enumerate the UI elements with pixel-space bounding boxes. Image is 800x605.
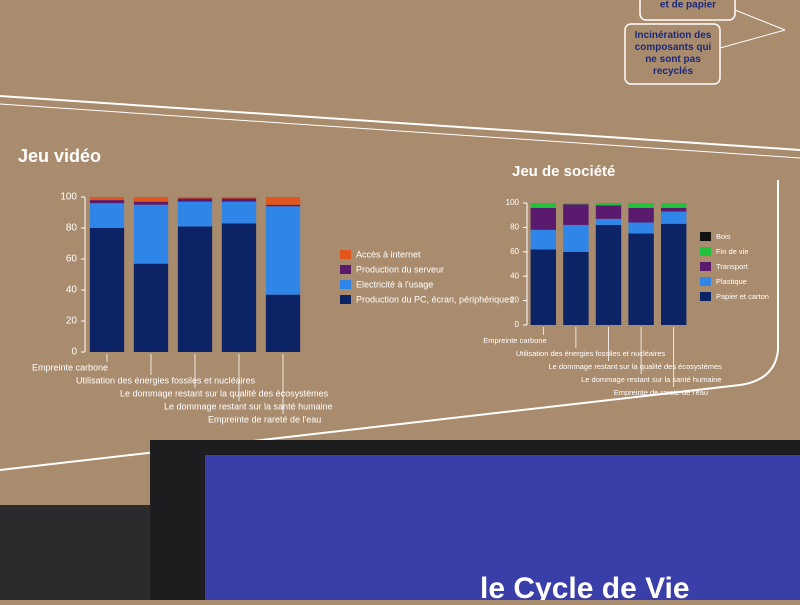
y-tick-label: 100 bbox=[60, 192, 77, 203]
bar-segment bbox=[177, 197, 213, 199]
border-line bbox=[0, 180, 779, 471]
y-tick-label: 0 bbox=[71, 347, 77, 358]
legend-label: Papier et carton bbox=[716, 292, 769, 301]
x-tick-label: Utilisation des énergies fossiles et nuc… bbox=[76, 375, 256, 385]
bar-segment bbox=[595, 218, 622, 225]
connector bbox=[719, 9, 786, 49]
x-tick-label: Empreinte carbone bbox=[483, 336, 546, 345]
bar-segment bbox=[221, 198, 257, 202]
bar-segment bbox=[660, 211, 687, 224]
bar-segment bbox=[265, 204, 301, 207]
legend-swatch bbox=[700, 247, 711, 256]
y-tick-label: 40 bbox=[510, 271, 519, 280]
bar-segment bbox=[265, 206, 301, 295]
legend-label: Bois bbox=[716, 232, 731, 241]
x-tick-label: Utilisation des énergies fossiles et nuc… bbox=[516, 349, 665, 358]
bar-segment bbox=[563, 251, 589, 325]
note-box bbox=[624, 23, 721, 85]
legend-swatch bbox=[340, 295, 351, 304]
bar-segment bbox=[89, 200, 125, 204]
note-wrap: Incinération des composants qui ne sont … bbox=[634, 30, 712, 77]
note: Incinération des composants qui ne sont … bbox=[634, 30, 712, 77]
x-tick-label: Le dommage restant sur la santé humaine bbox=[581, 375, 722, 384]
y-tick-label: 60 bbox=[66, 254, 78, 265]
bar-segment bbox=[177, 201, 213, 227]
bar-segment bbox=[628, 222, 654, 234]
legend-swatch bbox=[340, 250, 351, 259]
legend-label: Transport bbox=[716, 262, 749, 271]
border-line bbox=[0, 95, 800, 151]
legend-label: Electricité à l'usage bbox=[356, 279, 433, 289]
bar-segment bbox=[530, 249, 557, 325]
legend-label: Accès à internet bbox=[356, 249, 421, 259]
bar-segment bbox=[221, 223, 257, 352]
legend-label: Fin de vie bbox=[716, 247, 749, 256]
screen bbox=[205, 455, 800, 600]
bar-segment bbox=[89, 203, 125, 228]
note-box bbox=[639, 0, 736, 21]
chart-title: Jeu de société bbox=[512, 163, 615, 180]
bar-segment bbox=[177, 198, 213, 202]
legend-swatch bbox=[340, 265, 351, 274]
bar-segment bbox=[221, 197, 257, 199]
x-tick-label: Empreinte de rareté de l'eau bbox=[614, 388, 708, 397]
legend-swatch bbox=[700, 277, 711, 286]
legend-swatch bbox=[700, 232, 711, 241]
bar-segment bbox=[133, 263, 169, 352]
x-tick-label: Le dommage restant sur la qualité des éc… bbox=[549, 362, 723, 371]
bar-segment bbox=[89, 197, 125, 201]
screen-title: le Cycle de Vie bbox=[480, 572, 690, 600]
bar-segment bbox=[530, 229, 557, 250]
x-tick-label: Empreinte de rareté de l'eau bbox=[208, 414, 321, 424]
bar-segment bbox=[530, 203, 557, 208]
y-tick-label: 20 bbox=[510, 296, 519, 305]
note: et de papier bbox=[660, 0, 716, 11]
bar-segment bbox=[660, 207, 687, 212]
legend-label: Plastique bbox=[716, 277, 747, 286]
legend-swatch bbox=[340, 280, 351, 289]
x-tick-label: Empreinte carbone bbox=[32, 362, 108, 372]
legend-label: Production du serveur bbox=[356, 264, 444, 274]
bar-segment bbox=[628, 233, 654, 325]
bar-segment bbox=[530, 207, 557, 230]
y-tick-label: 60 bbox=[510, 247, 519, 256]
y-tick-label: 40 bbox=[66, 285, 78, 296]
charts: Jeu vidéo 0 20 40 60 80 100 Empreinte carbone Ut… bbox=[18, 146, 769, 425]
x-tick-label: Le dommage restant sur la qualité des éc… bbox=[120, 388, 329, 398]
y-tick-label: 20 bbox=[66, 316, 78, 327]
legend-label: Production du PC, écran, périphériques bbox=[356, 294, 514, 304]
bar-segment bbox=[563, 204, 589, 225]
bar-segment bbox=[133, 197, 169, 202]
y-tick-label: 0 bbox=[515, 320, 520, 329]
bar-segment bbox=[595, 224, 622, 325]
bar-segment bbox=[177, 226, 213, 352]
bar-segment bbox=[89, 228, 125, 352]
y-tick-label: 100 bbox=[506, 198, 520, 207]
bar-segment bbox=[660, 203, 687, 208]
bar-segment bbox=[563, 224, 589, 252]
bar-segment bbox=[221, 201, 257, 224]
y-tick-label: 80 bbox=[510, 223, 519, 232]
bar-segment bbox=[628, 203, 654, 208]
bar-segment bbox=[595, 203, 622, 206]
bar-segment bbox=[595, 205, 622, 219]
chart-title: Jeu vidéo bbox=[18, 146, 101, 166]
bar-segment bbox=[133, 204, 169, 264]
border-line bbox=[0, 103, 800, 159]
y-tick-label: 80 bbox=[66, 223, 78, 234]
x-tick-label: Le dommage restant sur la santé humaine bbox=[164, 401, 333, 411]
legend-swatch bbox=[700, 292, 711, 301]
bar-segment bbox=[265, 197, 301, 205]
legend-swatch bbox=[700, 262, 711, 271]
bar-segment bbox=[660, 223, 687, 325]
bar-segment bbox=[563, 203, 589, 205]
bar-segment bbox=[628, 207, 654, 223]
bar-segment bbox=[265, 294, 301, 352]
bar-segment bbox=[133, 201, 169, 205]
